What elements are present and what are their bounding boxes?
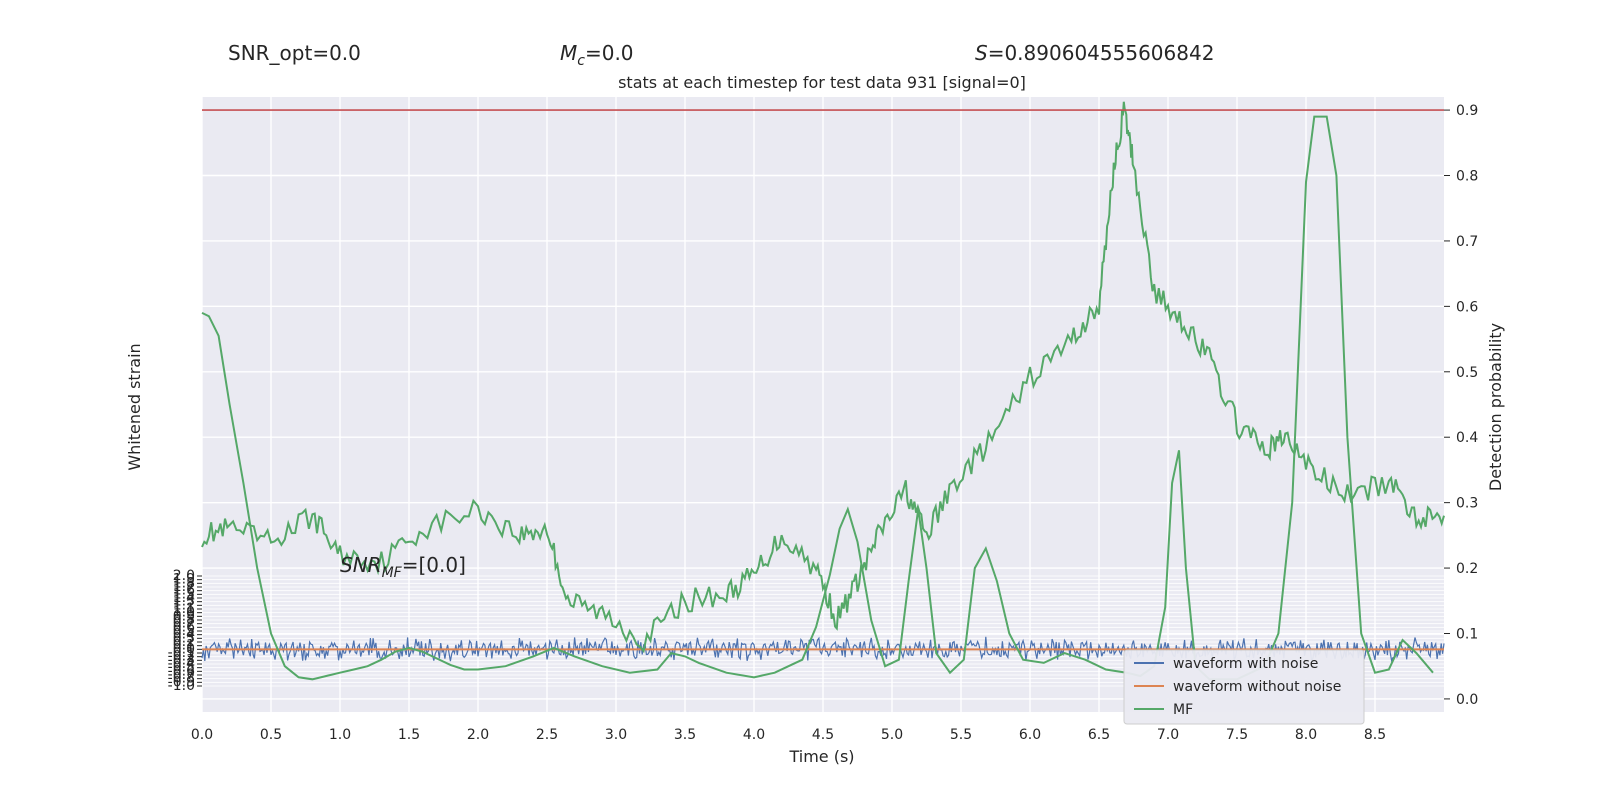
probability-panel: 0.0 0.5 1.0 1.5 2.0 2.5 3.0 3.5 4.0 4.5 5.0 5.5 6.0 6… bbox=[191, 97, 1478, 743]
x-tick-label: 3.0 bbox=[605, 727, 627, 743]
y-left-tick-label: 0.7 bbox=[173, 616, 195, 632]
y-left-tick-label: -0.7 bbox=[168, 667, 195, 683]
y-left-tick-label: -0.2 bbox=[168, 649, 195, 665]
y-right-tick-label: 0.9 bbox=[1456, 103, 1478, 119]
x-tick-label: 7.0 bbox=[1157, 727, 1179, 743]
y-left-tick-label: 1.4 bbox=[173, 590, 195, 606]
y-left-tick-label: 0.6 bbox=[173, 619, 195, 635]
x-tick-label: 5.5 bbox=[950, 727, 972, 743]
y-left-tick-label: -0.5 bbox=[168, 660, 195, 676]
y-right-tick-label: 0.8 bbox=[1456, 169, 1478, 185]
x-tick-label: 0.0 bbox=[191, 727, 213, 743]
y-left-tick-label: 0.3 bbox=[173, 630, 195, 646]
x-tick-label: 8.5 bbox=[1364, 727, 1386, 743]
y-right-tick-label: 0.7 bbox=[1456, 234, 1478, 250]
y-left-tick-label: 0.9 bbox=[173, 608, 195, 624]
y-left-tick-label: 1.2 bbox=[173, 597, 195, 613]
x-tick-label: 0.5 bbox=[260, 727, 282, 743]
y-left-tick-label: 1.8 bbox=[173, 575, 195, 591]
x-tick-label: 2.5 bbox=[536, 727, 558, 743]
x-tick-label: 1.5 bbox=[398, 727, 420, 743]
y-left-tick-label: 0.5 bbox=[173, 623, 195, 639]
legend-label-clean: waveform without noise bbox=[1173, 679, 1341, 695]
x-tick-label: 6.5 bbox=[1088, 727, 1110, 743]
y-left-tick-label: -0.1 bbox=[168, 645, 195, 661]
legend-label-noise: waveform with noise bbox=[1173, 656, 1318, 672]
score-label: S=0.890604555606842 bbox=[975, 41, 1214, 65]
x-tick-label: 5.0 bbox=[881, 727, 903, 743]
x-tick-label: 4.5 bbox=[812, 727, 834, 743]
legend-label-mf: MF bbox=[1173, 702, 1193, 718]
legend-box bbox=[1123, 649, 1365, 725]
y-left-tick-label: 1.5 bbox=[173, 586, 195, 602]
x-tick-label: 7.5 bbox=[1226, 727, 1248, 743]
x-tick-label: 6.0 bbox=[1019, 727, 1041, 743]
y-left-tick-label: -0.4 bbox=[168, 656, 195, 672]
y-left-tick-label: 0.4 bbox=[173, 627, 195, 643]
y-left-tick-label: 0.0 bbox=[173, 641, 195, 657]
y-right-tick-label: 0.1 bbox=[1456, 626, 1478, 642]
y-left-tick-label: 0.8 bbox=[173, 612, 195, 628]
waveform-with-noise-line bbox=[201, 636, 1445, 663]
x-tick-label: 3.5 bbox=[674, 727, 696, 743]
y-left-tick-label: -0.8 bbox=[168, 671, 195, 687]
chirp-mass-label: Mc=0.0 bbox=[560, 41, 634, 69]
y-left-tick-label: -0.3 bbox=[168, 652, 195, 668]
y-right-tick-label: 0.5 bbox=[1456, 365, 1478, 381]
y-left-tick-label: 1.0 bbox=[173, 605, 195, 621]
snr-opt-label: SNR_opt=0.0 bbox=[228, 41, 361, 65]
x-tick-label: 8.0 bbox=[1295, 727, 1317, 743]
y-left-tick-label: 1.9 bbox=[173, 572, 195, 588]
y-right-tick-label: 0.2 bbox=[1456, 561, 1478, 577]
y-right-tick-label: 0.4 bbox=[1456, 430, 1478, 446]
x-axis-label: Time (s) bbox=[788, 747, 854, 766]
y-left-tick-label: 0.1 bbox=[173, 638, 195, 654]
chart-title: stats at each timestep for test data 931… bbox=[618, 73, 1026, 92]
y-axis-label-left: Whitened strain bbox=[125, 343, 144, 470]
y-left-tick-label: 1.3 bbox=[173, 594, 195, 610]
detection-probability-line bbox=[201, 101, 1445, 654]
y-left-tick-label: -0.9 bbox=[168, 674, 195, 690]
y-axis-label-right: Detection probability bbox=[1486, 323, 1505, 491]
y-left-tick-label: -0.6 bbox=[168, 663, 195, 679]
y-right-tick-label: 0.0 bbox=[1456, 692, 1478, 708]
y-left-tick-label: 2.0 bbox=[173, 568, 195, 584]
y-left-tick-label: 0.2 bbox=[173, 634, 195, 650]
y-right-tick-label: 0.3 bbox=[1456, 496, 1478, 512]
x-tick-label: 4.0 bbox=[743, 727, 765, 743]
y-left-tick-label: 1.7 bbox=[173, 579, 195, 595]
snr-mf-label: SNRMF=[0.0] bbox=[340, 553, 466, 581]
y-left-tick-label: 1.6 bbox=[173, 583, 195, 599]
x-tick-label: 2.0 bbox=[467, 727, 489, 743]
y-left-tick-label: -1.0 bbox=[168, 678, 195, 694]
y-left-tick-label: 1.1 bbox=[173, 601, 195, 617]
y-right-tick-label: 0.6 bbox=[1456, 299, 1478, 315]
legend: waveform with noise waveform without noi… bbox=[1123, 649, 1365, 725]
x-tick-label: 1.0 bbox=[329, 727, 351, 743]
